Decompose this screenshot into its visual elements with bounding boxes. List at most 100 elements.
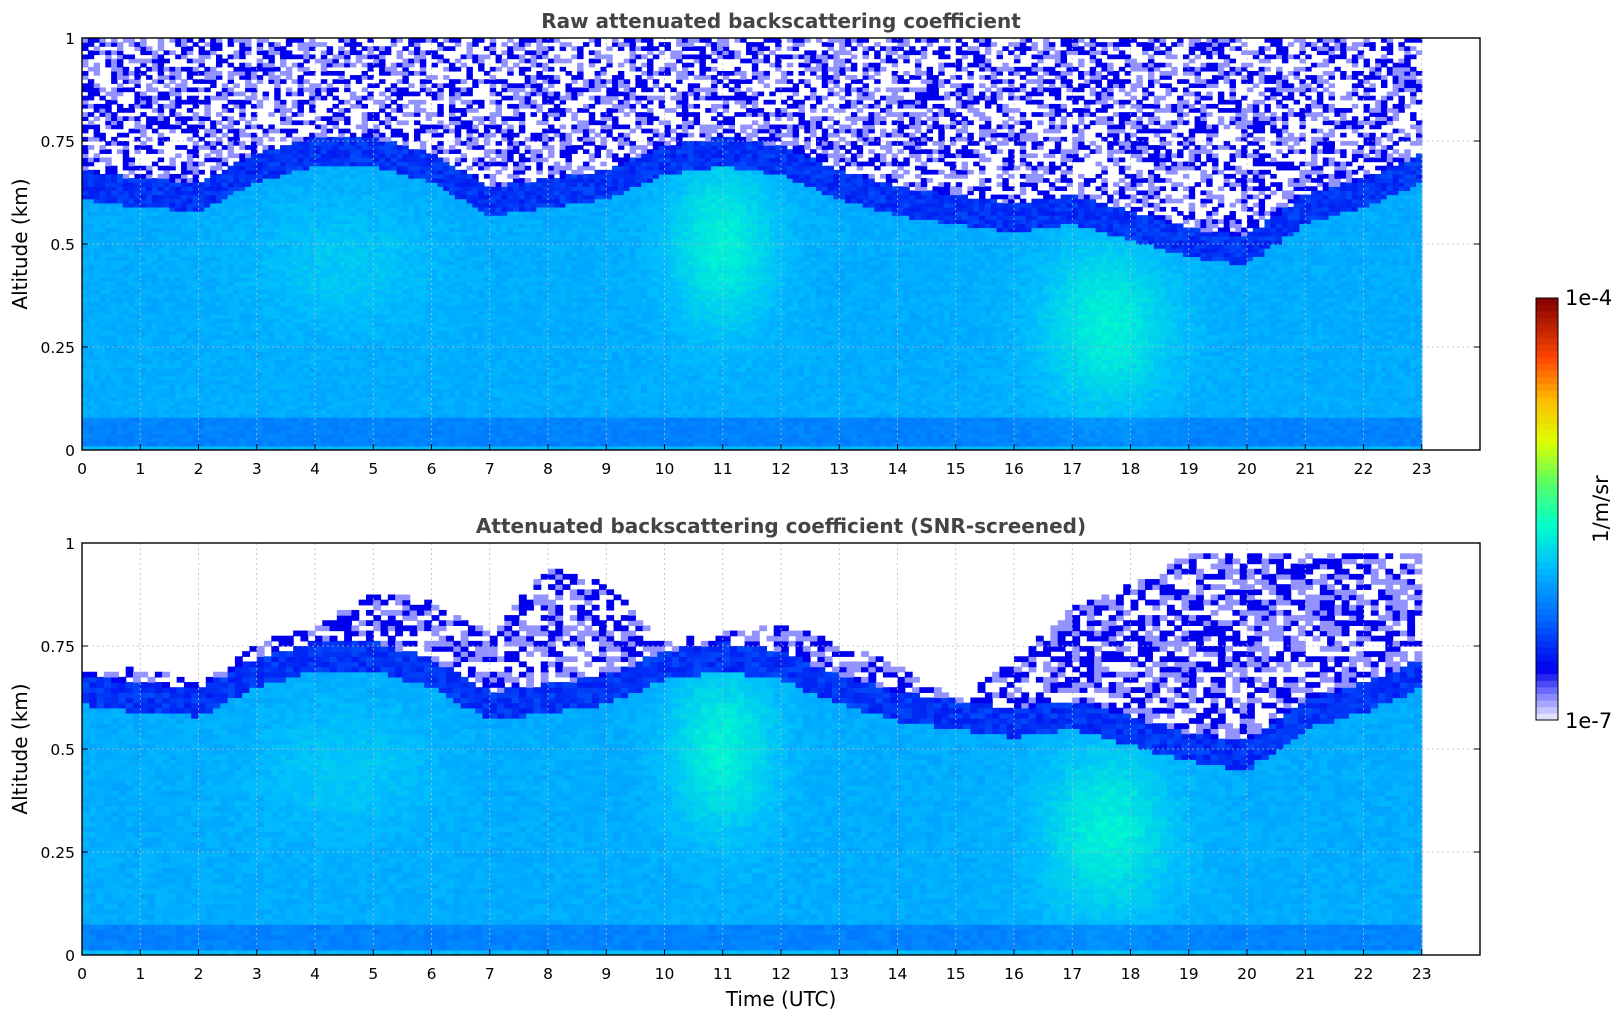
heatmap-cell <box>151 182 159 187</box>
heatmap-cell <box>134 338 141 344</box>
heatmap-cell <box>297 268 304 274</box>
heatmap-cell <box>326 50 334 56</box>
heatmap-cell <box>349 244 357 249</box>
heatmap-cell <box>344 38 351 43</box>
heatmap-cell <box>82 178 89 183</box>
heatmap-cell <box>379 91 386 97</box>
heatmap-cell <box>396 169 403 175</box>
heatmap-cell <box>122 256 130 262</box>
heatmap-cell <box>140 338 147 344</box>
heatmap-cell <box>297 136 304 142</box>
heatmap-cell <box>326 186 334 192</box>
heatmap-cell <box>402 62 409 68</box>
heatmap-cell <box>111 186 118 192</box>
heatmap-cell <box>210 417 217 422</box>
heatmap-cell <box>396 305 403 311</box>
heatmap-cell <box>239 153 246 159</box>
heatmap-cell <box>140 173 147 179</box>
heatmap-cell <box>227 128 235 134</box>
heatmap-cell <box>396 79 403 84</box>
heatmap-cell <box>297 379 304 385</box>
heatmap-cell <box>105 338 112 344</box>
heatmap-cell <box>122 367 130 373</box>
heatmap-cell <box>87 314 95 319</box>
heatmap-cell <box>268 206 275 212</box>
heatmap-cell <box>192 178 200 183</box>
heatmap-cell <box>349 330 357 336</box>
heatmap-cell <box>157 108 165 113</box>
heatmap-cell <box>379 355 386 360</box>
heatmap-cell <box>250 75 258 80</box>
heatmap-cell <box>344 441 351 447</box>
heatmap-cell <box>175 268 182 274</box>
heatmap-cell <box>320 186 328 192</box>
heatmap-cell <box>262 153 269 159</box>
heatmap-cell <box>408 437 415 443</box>
heatmap-cell <box>344 182 351 187</box>
heatmap-cell <box>280 272 287 278</box>
heatmap-cell <box>338 305 345 311</box>
heatmap-cell <box>221 161 229 167</box>
heatmap-cell <box>384 305 392 311</box>
heatmap-cell <box>175 326 182 332</box>
heatmap-cell <box>297 437 304 443</box>
heatmap-cell <box>280 314 287 319</box>
heatmap-cell <box>233 169 240 175</box>
heatmap-cell <box>215 227 223 233</box>
heatmap-cell <box>210 297 217 303</box>
heatmap-cell <box>128 239 136 245</box>
heatmap-cell <box>262 297 269 303</box>
heatmap-cell <box>256 99 264 105</box>
heatmap-cell <box>105 202 112 208</box>
heatmap-cell <box>280 441 287 447</box>
heatmap-cell <box>210 342 217 348</box>
heatmap-cell <box>128 54 136 60</box>
heatmap-cell <box>384 206 392 212</box>
heatmap-cell <box>227 182 235 187</box>
heatmap-cell <box>111 326 118 332</box>
heatmap-cell <box>192 260 200 266</box>
heatmap-cell <box>303 227 310 233</box>
heatmap-cell <box>245 83 252 89</box>
heatmap-cell <box>367 388 374 393</box>
heatmap-cell <box>111 417 118 422</box>
heatmap-cell <box>140 441 147 447</box>
heatmap-cell <box>355 256 363 262</box>
heatmap-cell <box>280 285 287 290</box>
heatmap-cell <box>402 161 409 167</box>
heatmap-cell <box>198 198 205 204</box>
heatmap-cell <box>87 264 95 270</box>
heatmap-cell <box>367 400 374 406</box>
heatmap-cell <box>99 112 106 117</box>
heatmap-cell <box>204 54 211 60</box>
heatmap-cell <box>198 87 205 93</box>
heatmap-cell <box>274 276 281 282</box>
heatmap-cell <box>87 190 95 196</box>
heatmap-cell <box>87 417 95 422</box>
heatmap-cell <box>326 231 334 237</box>
heatmap-cell <box>93 272 101 278</box>
heatmap-cell <box>320 244 328 249</box>
heatmap-cell <box>111 396 118 402</box>
heatmap-cell <box>309 445 316 450</box>
heatmap-cell <box>274 260 281 266</box>
heatmap-cell <box>227 141 235 146</box>
heatmap-cell <box>268 392 275 398</box>
heatmap-cell <box>175 264 182 270</box>
heatmap-cell <box>303 412 310 418</box>
heatmap-cell <box>373 206 380 212</box>
heatmap-cell <box>355 330 363 336</box>
heatmap-cell <box>198 268 205 274</box>
heatmap-cell <box>384 326 392 332</box>
heatmap-cell <box>355 198 363 204</box>
heatmap-cell <box>338 301 345 307</box>
heatmap-cell <box>297 256 304 262</box>
heatmap-cell <box>175 338 182 344</box>
heatmap-cell <box>186 417 194 422</box>
heatmap-cell <box>256 318 264 323</box>
heatmap-cell <box>291 305 299 311</box>
heatmap-cell <box>291 182 299 187</box>
heatmap-cell <box>408 211 415 216</box>
heatmap-cell <box>390 326 398 332</box>
heatmap-cell <box>274 272 281 278</box>
